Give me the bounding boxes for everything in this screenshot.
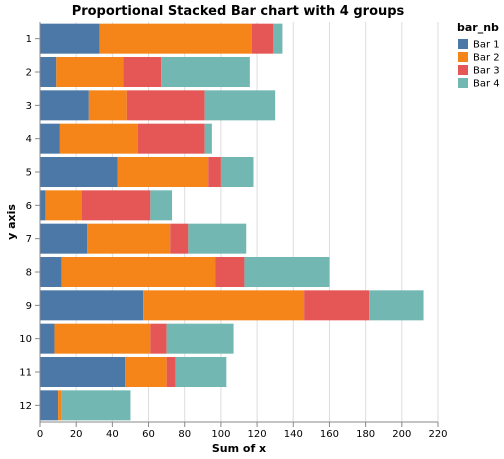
y-tick-label-7: 7 — [26, 234, 32, 245]
bar-3-bar-3 — [126, 90, 205, 121]
bar-7-bar-3 — [170, 223, 189, 254]
bar-7-bar-4 — [188, 223, 247, 254]
bar-9-bar-3 — [304, 290, 370, 321]
x-tick-label-4: 80 — [178, 429, 191, 440]
bar-12-bar-1 — [40, 390, 59, 421]
bar-8-bar-2 — [61, 257, 216, 287]
bar-12-bar-4 — [61, 390, 131, 421]
bar-9-bar-1 — [40, 290, 144, 321]
axis-layer: 0 20 40 60 80 100 120 140 160 180 200 2201234567891… — [19, 22, 448, 440]
bar-3-bar-1 — [40, 90, 89, 121]
bar-5-bar-1 — [40, 157, 118, 187]
bar-4-bar-2 — [59, 123, 138, 154]
y-tick-label-10: 10 — [19, 334, 32, 345]
bar-4-bar-3 — [137, 123, 205, 154]
bar-9-bar-4 — [369, 290, 424, 321]
y-tick-label-2: 2 — [26, 68, 32, 79]
bar-1-bar-3 — [251, 23, 274, 54]
x-tick-label-8: 160 — [320, 429, 339, 440]
x-tick-label-5: 100 — [211, 429, 230, 440]
bar-3-bar-4 — [204, 90, 276, 121]
legend: bar_nb Bar 1 Bar 2 Bar 3 Bar 4 — [457, 21, 500, 90]
bar-12-bar-2 — [58, 390, 62, 421]
y-axis-title: y axis — [5, 204, 18, 240]
bar-8-bar-4 — [244, 257, 330, 287]
bar-6-bar-4 — [150, 190, 173, 221]
legend-label-bar-4: Bar 4 — [473, 79, 500, 90]
bar-3-bar-2 — [88, 90, 127, 121]
x-tick-label-2: 40 — [106, 429, 119, 440]
bar-6-bar-1 — [40, 190, 46, 221]
bar-11-bar-4 — [175, 357, 227, 387]
legend-swatch-bar-2 — [458, 52, 468, 62]
x-tick-label-1: 20 — [70, 429, 83, 440]
x-tick-label-3: 60 — [142, 429, 155, 440]
bar-9-bar-2 — [143, 290, 305, 321]
y-tick-label-1: 1 — [26, 34, 32, 45]
bar-1-bar-4 — [273, 23, 283, 54]
x-tick-label-0: 0 — [37, 429, 43, 440]
bar-5-bar-2 — [117, 157, 209, 187]
bar-5-bar-4 — [220, 157, 254, 187]
y-tick-label-8: 8 — [26, 268, 32, 279]
y-tick-label-6: 6 — [26, 201, 32, 212]
x-tick-label-7: 140 — [284, 429, 303, 440]
y-tick-label-11: 11 — [19, 368, 32, 379]
bar-7-bar-2 — [87, 223, 171, 254]
bar-2-bar-1 — [40, 57, 57, 87]
legend-swatch-bar-3 — [458, 65, 468, 75]
x-tick-label-9: 180 — [356, 429, 375, 440]
legend-swatch-bar-4 — [458, 78, 468, 88]
bar-4-bar-4 — [204, 123, 212, 154]
bar-10-bar-4 — [166, 323, 234, 354]
bar-10-bar-3 — [150, 323, 167, 354]
bar-11-bar-1 — [40, 357, 126, 387]
legend-label-bar-3: Bar 3 — [473, 66, 500, 77]
bar-10-bar-1 — [40, 323, 55, 354]
bar-10-bar-2 — [54, 323, 151, 354]
legend-title: bar_nb — [457, 21, 499, 34]
y-tick-label-12: 12 — [19, 401, 32, 412]
bar-2-bar-2 — [56, 57, 124, 87]
x-tick-label-11: 220 — [428, 429, 447, 440]
legend-swatch-bar-1 — [458, 39, 468, 49]
grid-layer — [39, 22, 439, 422]
chart-title: Proportional Stacked Bar chart with 4 gr… — [72, 4, 405, 19]
x-axis-title: Sum of x — [212, 442, 266, 455]
y-tick-label-5: 5 — [26, 168, 32, 179]
legend-label-bar-2: Bar 2 — [473, 53, 500, 64]
y-tick-label-9: 9 — [26, 301, 32, 312]
bar-8-bar-3 — [215, 257, 245, 287]
bar-7-bar-1 — [40, 223, 88, 254]
legend-label-bar-1: Bar 1 — [473, 40, 500, 51]
bar-1-bar-1 — [40, 23, 100, 54]
y-tick-label-4: 4 — [26, 134, 32, 145]
bar-6-bar-2 — [45, 190, 82, 221]
y-tick-label-3: 3 — [26, 101, 32, 112]
bar-2-bar-3 — [123, 57, 162, 87]
bar-8-bar-1 — [40, 257, 62, 287]
x-tick-label-10: 200 — [392, 429, 411, 440]
bar-2-bar-4 — [161, 57, 250, 87]
x-tick-label-6: 120 — [248, 429, 267, 440]
bar-layer — [40, 23, 424, 421]
bar-11-bar-2 — [125, 357, 167, 387]
bar-4-bar-1 — [40, 123, 60, 154]
bar-1-bar-2 — [99, 23, 252, 54]
bar-11-bar-3 — [166, 357, 176, 387]
bar-5-bar-3 — [208, 157, 221, 187]
bar-6-bar-3 — [81, 190, 151, 221]
